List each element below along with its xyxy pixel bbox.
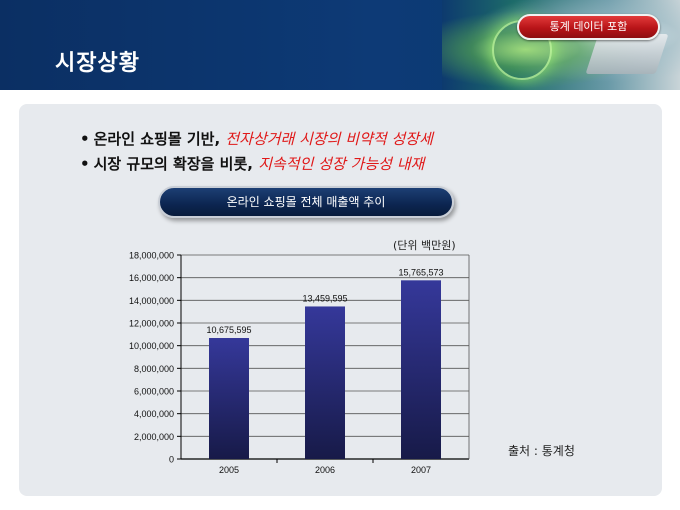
data-label: 10,675,595 [206,325,251,335]
x-tick-label: 2005 [219,465,239,475]
bar-chart: 0 2,000,000 4,000,000 6,000,000 8,000,000 10,… [129,251,470,475]
bullet-emphasis: 전자상거래 시장의 비약적 성장세 [225,130,433,148]
unit-label: (단위 백만원) [393,239,456,252]
bullet-dot: • [80,155,90,173]
bullet-dot: • [80,130,90,148]
y-tick-label: 4,000,000 [134,409,174,419]
bar [209,338,249,459]
bullet-text: 온라인 쇼핑몰 기반, [93,130,226,148]
y-tick-label: 10,000,000 [129,341,174,351]
laptop-image [585,34,669,74]
y-tick-label: 6,000,000 [134,387,174,397]
chart-title-pill: 온라인 쇼핑몰 전체 매출액 추이 [158,186,454,218]
bar [401,280,441,459]
y-tick-label: 16,000,000 [129,273,174,283]
bullet-emphasis: 지속적인 성장 가능성 내재 [258,155,425,173]
data-label: 13,459,595 [302,293,347,303]
bar [305,306,345,459]
bullet-text: 시장 규모의 확장을 비롯, [93,155,259,173]
page-title: 시장상황 [55,51,140,76]
bullet-item-2: • 시장 규모의 확장을 비롯, 지속적인 성장 가능성 내재 [80,153,424,174]
x-tick-label: 2006 [315,465,335,475]
y-tick-label: 2,000,000 [134,432,174,442]
y-tick-label: 12,000,000 [129,319,174,329]
y-tick-label: 8,000,000 [134,364,174,374]
bullet-item-1: • 온라인 쇼핑몰 기반, 전자상거래 시장의 비약적 성장세 [80,128,433,149]
statistics-tag-button[interactable]: 통계 데이터 포함 [517,14,660,40]
header-bar: 시장상황 통계 데이터 포함 [0,0,680,90]
y-tick-label: 18,000,000 [129,251,174,261]
data-label: 15,765,573 [398,267,443,277]
y-tick-label: 0 [169,455,174,465]
y-tick-label: 14,000,000 [129,296,174,306]
source-label: 출처 : 통계청 [508,444,575,458]
x-tick-label: 2007 [411,465,431,475]
